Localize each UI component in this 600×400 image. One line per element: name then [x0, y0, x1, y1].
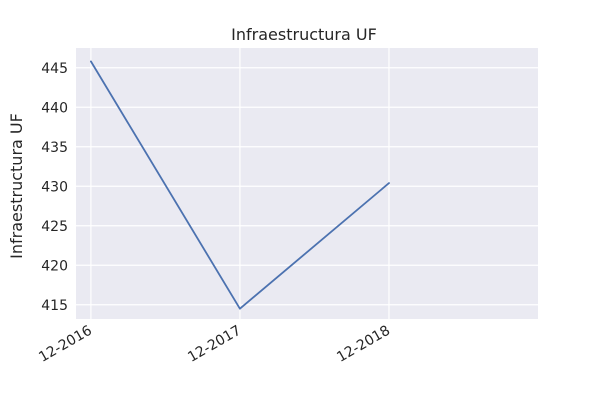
- x-axis-ticks: 12-2016 12-2017 12-2018: [36, 323, 393, 366]
- y-tick-label: 440: [41, 100, 68, 116]
- chart-title: Infraestructura UF: [231, 25, 377, 44]
- y-tick-label: 445: [41, 61, 68, 77]
- x-tick-label: 12-2016: [36, 323, 95, 366]
- series-line: [90, 60, 390, 310]
- series-layer: [90, 60, 390, 310]
- y-axis-ticks: 415 420 425 430 435 440 445: [41, 61, 68, 314]
- y-tick-label: 415: [41, 298, 68, 314]
- y-tick-label: 430: [41, 179, 68, 195]
- grid-lines: [76, 48, 538, 319]
- y-axis-label: Infraestructura UF: [7, 113, 26, 259]
- y-tick-label: 420: [41, 258, 68, 274]
- y-tick-label: 435: [41, 140, 68, 156]
- plot-area: [76, 48, 538, 319]
- y-tick-label: 425: [41, 219, 68, 235]
- x-tick-label: 12-2017: [185, 323, 244, 366]
- x-tick-label: 12-2018: [334, 323, 393, 366]
